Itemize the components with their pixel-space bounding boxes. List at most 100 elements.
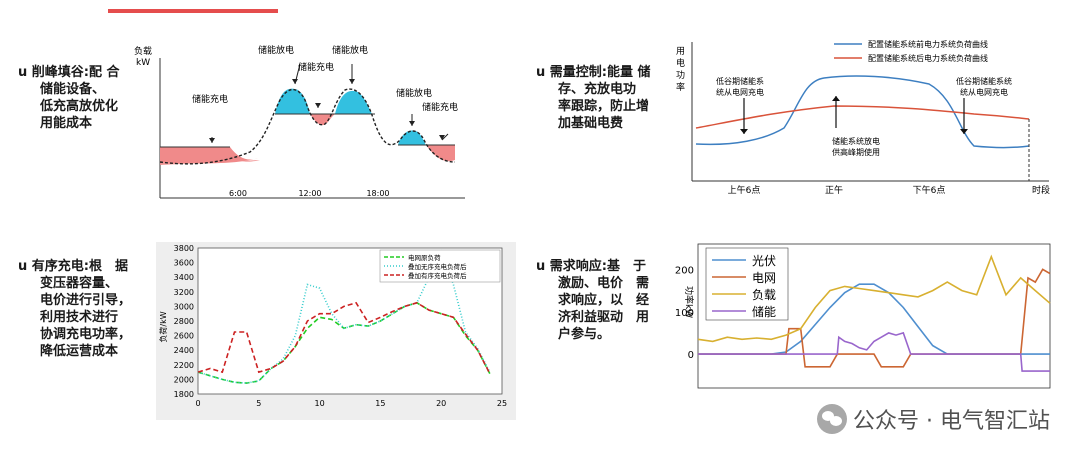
y-tick-label: 0 xyxy=(688,350,694,361)
y-tick-label: 3000 xyxy=(174,302,194,311)
y-tick-label: 3200 xyxy=(174,288,194,297)
y-tick-label: 2600 xyxy=(174,332,194,341)
series-line xyxy=(698,331,1050,372)
y-axis-label-char: 用 xyxy=(676,46,685,57)
y-axis-label-char: 电 xyxy=(676,57,685,69)
y-tick-label: 200 xyxy=(675,265,694,276)
y-axis-label-char: 功 xyxy=(676,70,685,81)
x-tick-label: 5 xyxy=(256,399,261,408)
chart-demand-control: 用电功率上午6点 正午 下午6点 时段 配置储能系统前电力系统负荷曲线 配置储能系统后电力… xyxy=(674,36,1054,206)
arrow-head xyxy=(209,138,215,143)
legend-label: 叠加无序充电负荷后 xyxy=(408,262,467,271)
section-line: 加基础电费 xyxy=(558,116,624,131)
legend-label: 叠加有序充电负荷后 xyxy=(408,271,467,280)
section-line: 配 合 xyxy=(88,65,120,80)
after-curve xyxy=(695,105,1030,129)
arrow-head xyxy=(439,135,445,140)
section-title: 需量控制: xyxy=(549,65,607,80)
chart-demand-response: 0 100 200 功率kW 光伏 电网 负载 储能 xyxy=(672,242,1062,392)
charge-area xyxy=(160,147,258,164)
annotation-label: 储能放电 xyxy=(332,44,368,56)
section-first-line: u 需量控制:能量 储 xyxy=(536,64,656,81)
series-line xyxy=(197,301,491,374)
arrow-head xyxy=(832,96,840,101)
legend-label: 负载 xyxy=(752,288,776,302)
x-tick-label: 18:00 xyxy=(366,189,389,198)
x-tick-label: 20 xyxy=(436,399,446,408)
section-line: 率跟踪，防止增 xyxy=(558,99,650,114)
y-axis-label: 负荷/kW xyxy=(158,311,168,342)
series-line xyxy=(698,283,1050,355)
arrow-head xyxy=(292,79,298,84)
y-tick-label: 3400 xyxy=(174,273,194,282)
watermark: 公众号 · 电气智汇站 xyxy=(817,403,1050,435)
section-line: 储能设备、 xyxy=(40,82,106,97)
x-tick-label: 0 xyxy=(195,399,200,408)
arrow-head xyxy=(349,79,355,84)
x-tick-label: 正午 xyxy=(825,184,843,196)
section-first-line: u 有序充电:根 据 xyxy=(18,258,138,275)
annotation-label: 储能放电 xyxy=(258,44,294,56)
y-tick-label: 2000 xyxy=(174,375,194,384)
annotation-label: 储能放电 xyxy=(396,87,432,99)
discharge-area xyxy=(335,90,372,114)
series-line xyxy=(697,254,1051,343)
y-axis-label: kW xyxy=(136,58,150,68)
header-title-fragment xyxy=(108,0,278,13)
section-first-line: u 需求响应:基 于 xyxy=(536,258,656,275)
section-line: 用能成本 xyxy=(40,116,93,131)
x-tick-label: 下午6点 xyxy=(913,184,946,196)
section-line: 户参与。 xyxy=(558,327,611,342)
chart-ordered-charging: 1800 2000 2200 2400 2600 2800 3000 3200 3400 3600… xyxy=(156,242,516,420)
bullet-icon: u xyxy=(18,65,32,80)
legend-label: 电网原负荷 xyxy=(408,253,441,262)
section-line: 存、充放电功 xyxy=(558,82,637,97)
y-tick-label: 2800 xyxy=(174,317,194,326)
annotation-label: 低谷期储能系统 xyxy=(956,76,1012,86)
annotation-label: 储能充电 xyxy=(192,93,228,105)
charge-area xyxy=(310,114,335,126)
section-peak-shaving: u 削峰填谷:配 合储能设备、低充高放优化 用能成本 xyxy=(18,64,126,132)
legend-label: 配置储能系统前电力系统负荷曲线 xyxy=(868,39,988,49)
y-tick-label: 2400 xyxy=(174,346,194,355)
y-tick-label: 3600 xyxy=(174,259,194,268)
annotation-label: 供高峰期使用 xyxy=(832,147,880,157)
section-first-line: u 削峰填谷:配 合 xyxy=(18,64,126,81)
x-tick-label: 上午6点 xyxy=(728,184,761,196)
section-line: 求响应，以 经 xyxy=(558,293,650,308)
y-axis-label: 功率kW xyxy=(683,286,695,318)
section-line: 济利益驱动 用 xyxy=(558,310,650,325)
section-demand-response: u 需求响应:基 于激励、电价 需求响应，以 经济利益驱动 用户参与。 xyxy=(536,258,656,343)
wechat-icon xyxy=(817,404,848,434)
annotation-label: 储能充电 xyxy=(422,101,458,113)
section-title: 有序充电: xyxy=(31,259,89,274)
y-tick-label: 1800 xyxy=(174,390,194,399)
charge-area xyxy=(426,145,455,162)
bullet-icon: u xyxy=(18,259,32,274)
section-line: 电价进行引导， xyxy=(40,293,132,308)
legend-label: 配置储能系统后电力系统负荷曲线 xyxy=(868,53,988,63)
chart-peak-shaving: 负载 kW 6:00 12:00 18:00 储能充电 储能放电 储能充电 储能放电 储能放电 储能… xyxy=(130,40,470,205)
y-tick-label: 3800 xyxy=(174,244,194,253)
annotation-label: 低谷期储能系 xyxy=(716,76,764,86)
arrow-head xyxy=(409,121,415,126)
x-tick-label: 12:00 xyxy=(298,189,321,198)
bullet-icon: u xyxy=(536,65,550,80)
section-line: 降低运营成本 xyxy=(40,344,119,359)
bullet-icon: u xyxy=(536,259,550,274)
arrow-line xyxy=(441,133,449,141)
arrow-head xyxy=(315,103,321,108)
y-axis-label: 负载 xyxy=(134,45,152,57)
section-line: 激励、电价 需 xyxy=(558,276,650,291)
section-line: 利用技术进行 xyxy=(40,310,119,325)
legend-label: 储能 xyxy=(752,304,776,319)
y-tick-label: 2200 xyxy=(174,361,194,370)
annotation-label: 储能充电 xyxy=(298,61,334,73)
before-curve xyxy=(695,75,1030,149)
section-demand-control: u 需量控制:能量 储存、充放电功 率跟踪，防止增 加基础电费 xyxy=(536,64,656,132)
section-line: 基 于 xyxy=(606,259,646,274)
y-axis-label-char: 率 xyxy=(676,81,685,93)
x-axis-label: 时段 xyxy=(1032,184,1050,196)
section-line: 低充高放优化 xyxy=(40,99,119,114)
y-tick-label: 100 xyxy=(675,308,694,319)
